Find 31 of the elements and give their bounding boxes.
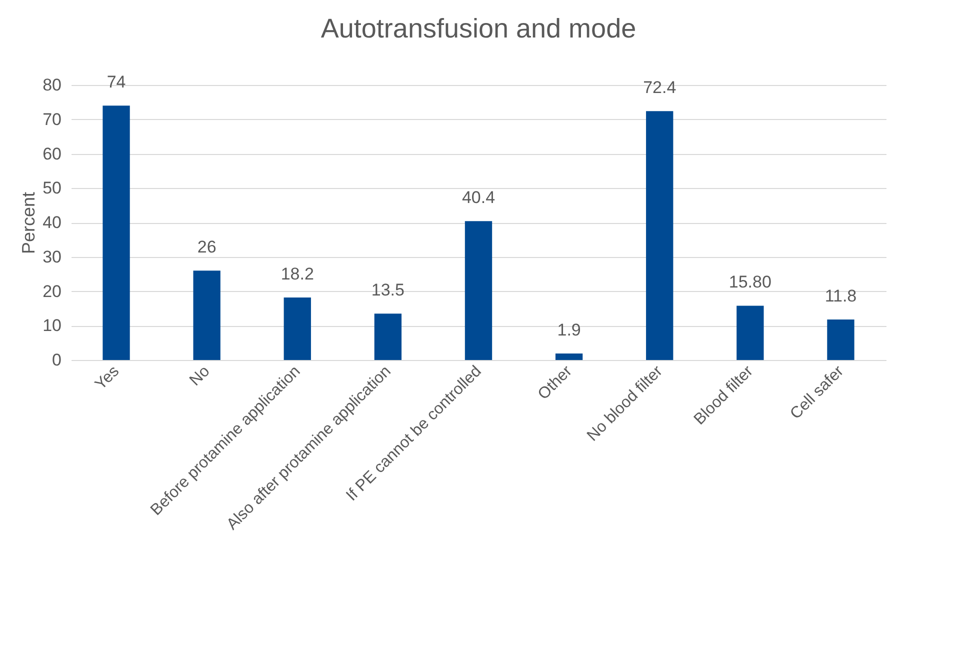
y-tick-label: 10: [42, 316, 62, 336]
bar: [193, 270, 220, 360]
y-tick-label: 60: [42, 144, 62, 164]
y-tick-label: 70: [42, 110, 62, 129]
y-tick-label: 20: [42, 282, 62, 301]
data-label: 1.9: [557, 320, 581, 340]
y-tick-label: 30: [42, 247, 62, 266]
bar: [374, 314, 402, 360]
y-axis-title: Percent: [18, 192, 39, 254]
bar: [284, 297, 311, 360]
data-label: 18.2: [280, 264, 314, 284]
bar: [464, 221, 492, 360]
data-label: 11.8: [824, 286, 857, 306]
y-tick-label: 50: [42, 178, 62, 198]
x-tick-label: Yes: [92, 362, 123, 394]
bar: [102, 106, 130, 360]
data-label: 13.5: [371, 280, 404, 300]
x-tick-label: No: [186, 362, 214, 390]
data-label: 15.80: [728, 272, 772, 292]
y-tick-label: 80: [42, 76, 62, 94]
data-label: 40.4: [462, 188, 496, 208]
y-tick-label: 0: [52, 350, 62, 370]
chart-title: Autotransfusion and mode: [320, 14, 636, 44]
bar: [736, 306, 764, 360]
bar: [555, 353, 583, 360]
data-label: 74: [106, 72, 126, 92]
data-label: 72.4: [643, 78, 676, 98]
bar: [827, 319, 854, 360]
bar: [646, 111, 674, 360]
data-label: 26: [197, 238, 216, 257]
y-tick-label: 40: [42, 213, 62, 232]
